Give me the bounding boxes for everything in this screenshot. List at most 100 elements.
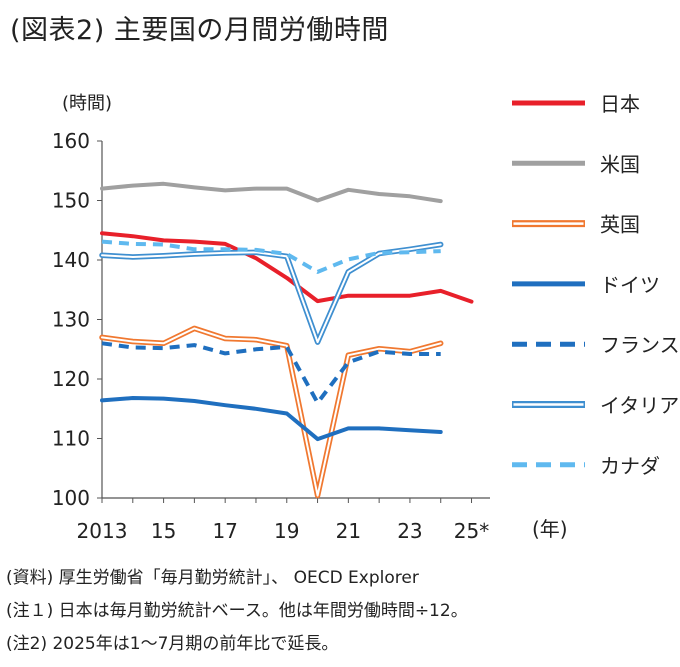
series-7-point (346, 257, 350, 261)
series-5-point (439, 352, 443, 356)
series-3-point (162, 341, 166, 345)
series-1-line (100, 231, 474, 304)
y-tick-label: 150 (52, 189, 90, 213)
legend-5-label: フランス (600, 333, 680, 357)
series-4-point (254, 407, 258, 411)
series-2-point (254, 187, 258, 191)
series-3-point (316, 494, 320, 498)
y-tick-label: 160 (52, 129, 90, 153)
series-1-point (316, 299, 320, 303)
series-7-point (439, 249, 443, 253)
x-tick-label: 15 (151, 519, 176, 543)
x-tick-label: 25* (454, 519, 489, 543)
series-6-line-outer (99, 241, 444, 345)
series-5-point (100, 341, 104, 345)
series-6-line-inner (101, 243, 442, 344)
x-tick-label: 23 (397, 519, 422, 543)
series-5-point (254, 347, 258, 351)
x-tick-label: 2013 (77, 519, 128, 543)
series-7-point (377, 251, 381, 255)
series-3-point (439, 341, 443, 345)
series-4-point (162, 397, 166, 401)
chart-title: (図表2) 主要国の月間労働時間 (10, 15, 389, 46)
series-4-point (192, 399, 196, 403)
series-6-point (100, 253, 104, 257)
series-5-point (131, 345, 135, 349)
note-1: (注１) 日本は毎月勤労統計ベース。他は年間労働時間÷12。 (6, 601, 468, 621)
series-2-point (223, 188, 227, 192)
series-2-point (346, 188, 350, 192)
series-7-point (192, 247, 196, 251)
series-3-point (100, 335, 104, 339)
x-tick-label: 19 (274, 519, 299, 543)
series-6-point (316, 340, 320, 344)
series-5-line (101, 341, 441, 405)
y-tick-label: 110 (52, 427, 90, 451)
series-2-point (192, 185, 196, 189)
note-source: (資料) 厚生労働省「毎月勤労統計」、 OECD Explorer (6, 568, 419, 588)
legend-6-label: イタリア (600, 394, 679, 418)
series-3-point (254, 338, 258, 342)
series-2-point (162, 182, 166, 186)
y-tick-label: 140 (52, 248, 90, 272)
series-2-point (377, 192, 381, 196)
series-3-point (346, 353, 350, 357)
series-6-point (192, 252, 196, 256)
series-4-point (439, 430, 443, 434)
series-1-point (100, 231, 104, 235)
y-tick-label: 120 (52, 367, 90, 391)
legend-4-label: ドイツ (600, 273, 660, 297)
series-2-point (439, 199, 443, 203)
series-4-point (223, 403, 227, 407)
series-1-point (223, 242, 227, 246)
x-axis-label: (年) (532, 517, 568, 541)
series-3-line-inner (101, 327, 442, 497)
series-3-point (131, 340, 135, 344)
series-4-point (285, 412, 289, 416)
series-1-point (439, 289, 443, 293)
series-5-point (316, 401, 320, 405)
series-7-point (408, 250, 412, 254)
series-7-point (223, 247, 227, 251)
series-5-point (192, 343, 196, 347)
series-1-point (408, 294, 412, 298)
series-4-point (408, 428, 412, 432)
series-6-point (346, 270, 350, 274)
series-2-line (100, 181, 443, 204)
x-tick-label: 21 (336, 519, 361, 543)
series-3-point (223, 337, 227, 341)
series-5-point (346, 360, 350, 364)
legend-1-label: 日本 (600, 92, 640, 116)
note-2: (注2) 2025年は1～7月期の前年比で延長。 (6, 634, 339, 654)
line-chart: 100 110 120 130 140 150 160 (時間) 2013 15 17 19 21 23 2… (52, 92, 680, 543)
series-1-point (131, 234, 135, 238)
series-1-point (162, 238, 166, 242)
series-4-point (377, 426, 381, 430)
chart-plot-area (99, 181, 474, 499)
series-1-point (254, 256, 258, 260)
series-5-point (223, 351, 227, 355)
series-4-line (100, 396, 443, 442)
series-7-point (100, 240, 104, 244)
series-5-point (377, 350, 381, 354)
series-6-point (223, 251, 227, 255)
series-7-point (131, 242, 135, 246)
chart-notes: (資料) 厚生労働省「毎月勤労統計」、 OECD Explorer (注１) 日… (6, 562, 468, 661)
series-4-point (100, 398, 104, 402)
series-4-point (316, 437, 320, 441)
x-tick-label: 17 (212, 519, 237, 543)
series-2-point (100, 187, 104, 191)
series-3-point (192, 326, 196, 330)
series-6-point (131, 255, 135, 259)
series-7-point (316, 270, 320, 274)
series-7-point (285, 252, 289, 256)
series-7-line (101, 239, 441, 274)
series-6-point (439, 243, 443, 247)
series-1-point (192, 240, 196, 244)
series-2-point (131, 184, 135, 188)
legend-7-label: カナダ (600, 454, 660, 478)
series-1-point (346, 294, 350, 298)
y-axis-label: (時間) (62, 93, 112, 114)
series-4-point (131, 396, 135, 400)
